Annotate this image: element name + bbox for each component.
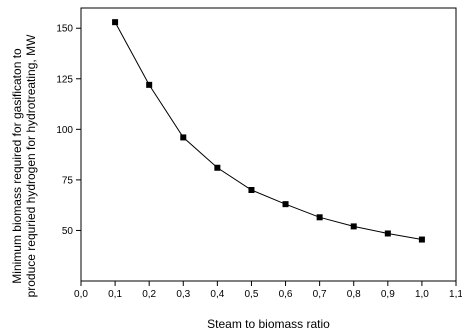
y-tick-label: 125 bbox=[56, 74, 73, 85]
x-axis-label: Steam to biomass ratio bbox=[207, 317, 330, 331]
data-point-marker bbox=[112, 19, 119, 26]
data-point-marker bbox=[316, 214, 323, 221]
x-tick-label: 0,5 bbox=[245, 289, 259, 300]
y-tick-label: 150 bbox=[56, 24, 73, 35]
y-axis-label-line-2: produce requried hydrogen for hydrotreat… bbox=[24, 34, 38, 297]
data-point-marker bbox=[384, 230, 391, 237]
y-axis-label-line-1: Minimum biomass required for gasificaton… bbox=[10, 48, 24, 284]
y-tick-label: 75 bbox=[62, 175, 74, 186]
x-tick-label: 1,0 bbox=[415, 289, 429, 300]
data-point-marker bbox=[180, 134, 187, 141]
x-axis: 0,0 0,1 0,2 0,3 0,4 0,5 0,6 0,7 0,8 0,9 1,0 1,1 bbox=[74, 281, 462, 300]
x-tick-label: 1,1 bbox=[449, 289, 462, 300]
x-tick-label: 0,4 bbox=[210, 289, 224, 300]
y-tick-label: 50 bbox=[62, 226, 74, 237]
data-point-marker bbox=[282, 201, 289, 208]
x-tick-label: 0,8 bbox=[347, 289, 361, 300]
y-tick-label: 100 bbox=[56, 125, 73, 136]
x-tick-label: 0,9 bbox=[381, 289, 395, 300]
data-point-marker bbox=[350, 223, 357, 230]
x-tick-label: 0,2 bbox=[142, 289, 156, 300]
data-point-marker bbox=[418, 236, 425, 243]
data-point-marker bbox=[248, 187, 255, 193]
data-point-marker bbox=[214, 164, 221, 171]
x-tick-label: 0,1 bbox=[108, 289, 122, 300]
data-point-marker bbox=[146, 81, 153, 88]
plot-area-frame bbox=[80, 7, 457, 282]
x-tick-label: 0,0 bbox=[74, 289, 88, 300]
series-line bbox=[114, 21, 422, 241]
x-tick-label: 0,3 bbox=[176, 289, 190, 300]
x-tick-label: 0,6 bbox=[279, 289, 293, 300]
y-axis: 50 75 100 125 150 bbox=[56, 24, 81, 237]
x-tick-label: 0,7 bbox=[313, 289, 327, 300]
series-layer bbox=[112, 19, 425, 243]
